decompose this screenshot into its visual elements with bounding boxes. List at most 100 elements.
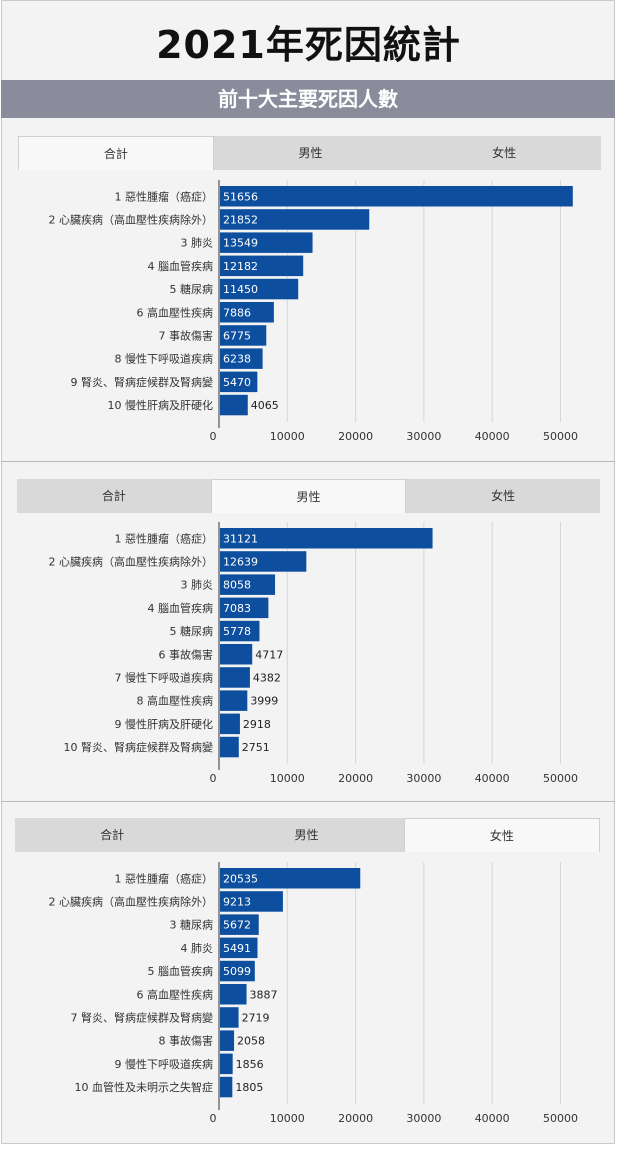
value-label: 5470 bbox=[223, 376, 251, 389]
bar bbox=[220, 394, 248, 416]
bar bbox=[220, 597, 269, 619]
bar bbox=[220, 371, 258, 393]
category-label: 5 糖尿病 bbox=[170, 624, 214, 638]
value-label: 11450 bbox=[223, 283, 258, 296]
value-label: 3999 bbox=[250, 695, 278, 708]
bar bbox=[220, 984, 247, 1005]
category-label: 8 事故傷害 bbox=[159, 1034, 214, 1048]
category-label: 5 糖尿病 bbox=[170, 282, 214, 296]
category-label: 4 腦血管疾病 bbox=[148, 601, 214, 615]
x-tick-label: 20000 bbox=[338, 1112, 373, 1125]
bar bbox=[220, 937, 258, 959]
tab-total[interactable]: 合計 bbox=[15, 818, 210, 852]
tab-total[interactable]: 合計 bbox=[17, 479, 211, 513]
category-label: 5 腦血管疾病 bbox=[148, 964, 214, 978]
value-label: 5491 bbox=[223, 942, 251, 955]
bar bbox=[220, 1007, 239, 1028]
x-tick-label: 10000 bbox=[270, 430, 305, 443]
value-label: 12639 bbox=[223, 555, 258, 568]
category-label: 7 腎炎、腎病症候群及腎病變 bbox=[71, 1010, 214, 1024]
value-label: 21852 bbox=[223, 213, 258, 226]
bar bbox=[220, 620, 260, 642]
bar bbox=[220, 325, 267, 346]
category-label: 9 腎炎、腎病症候群及腎病變 bbox=[71, 375, 214, 389]
section-banner: 前十大主要死因人數 bbox=[1, 80, 615, 118]
value-label: 51656 bbox=[223, 190, 258, 203]
value-label: 9213 bbox=[223, 895, 251, 908]
category-label: 6 高血壓性疾病 bbox=[137, 987, 214, 1001]
bar bbox=[220, 278, 299, 300]
value-label: 13549 bbox=[223, 237, 258, 250]
tab-male[interactable]: 男性 bbox=[213, 136, 408, 170]
category-label: 7 慢性下呼吸道疾病 bbox=[115, 670, 214, 684]
bar bbox=[220, 868, 361, 889]
bar bbox=[220, 736, 239, 758]
page-title: 2021年死因統計 bbox=[156, 23, 461, 67]
category-label: 10 腎炎、腎病症候群及腎病變 bbox=[64, 740, 214, 754]
value-label: 2058 bbox=[237, 1035, 265, 1048]
section-divider bbox=[1, 461, 615, 462]
tab-male[interactable]: 男性 bbox=[210, 479, 407, 513]
bar bbox=[220, 960, 255, 982]
value-label: 5099 bbox=[223, 965, 251, 978]
chart-male: 1 惡性腫瘤（癌症） 31121 2 心臟疾病（高血壓性疾病除外） 12639 3 肺炎… bbox=[49, 522, 578, 785]
bar bbox=[220, 667, 250, 688]
category-label: 4 肺炎 bbox=[181, 942, 214, 955]
bar bbox=[220, 1053, 233, 1075]
x-tick-label: 40000 bbox=[475, 430, 510, 443]
x-tick-label: 50000 bbox=[543, 430, 578, 443]
value-label: 31121 bbox=[223, 532, 258, 545]
category-label: 1 惡性腫瘤（癌症） bbox=[115, 531, 214, 545]
value-label: 2918 bbox=[243, 718, 271, 731]
section-divider bbox=[1, 801, 615, 802]
x-tick-label: 20000 bbox=[338, 772, 373, 785]
bar bbox=[220, 1030, 235, 1051]
bar bbox=[220, 528, 433, 549]
x-tick-label: 10000 bbox=[270, 1112, 305, 1125]
value-label: 2719 bbox=[242, 1011, 270, 1024]
category-label: 9 慢性肝病及肝硬化 bbox=[115, 717, 214, 731]
x-tick-label: 10000 bbox=[270, 772, 305, 785]
tab-female[interactable]: 女性 bbox=[407, 136, 602, 170]
category-label: 4 腦血管疾病 bbox=[148, 259, 214, 273]
x-tick-label: 0 bbox=[210, 772, 217, 785]
x-tick-label: 0 bbox=[210, 430, 217, 443]
category-label: 10 血管性及未明示之失智症 bbox=[75, 1080, 214, 1094]
bar bbox=[220, 690, 248, 711]
bar bbox=[220, 914, 259, 935]
bar bbox=[220, 348, 263, 369]
bar bbox=[220, 644, 253, 665]
category-label: 10 慢性肝病及肝硬化 bbox=[108, 398, 214, 412]
value-label: 4382 bbox=[253, 671, 281, 684]
tab-bar-total: 合計 男性 女性 bbox=[18, 136, 602, 170]
value-label: 7886 bbox=[223, 306, 251, 319]
x-tick-label: 50000 bbox=[543, 772, 578, 785]
value-label: 4065 bbox=[251, 399, 279, 412]
category-label: 2 心臟疾病（高血壓性疾病除外） bbox=[49, 212, 214, 226]
bar bbox=[220, 255, 304, 277]
bar bbox=[220, 232, 313, 253]
tab-bar-female: 合計 男性 女性 bbox=[15, 818, 600, 852]
x-tick-label: 30000 bbox=[406, 1112, 441, 1125]
tab-female[interactable]: 女性 bbox=[403, 818, 600, 852]
x-tick-label: 40000 bbox=[475, 1112, 510, 1125]
bar bbox=[220, 186, 573, 207]
tab-bar-male: 合計 男性 女性 bbox=[17, 479, 601, 513]
category-label: 9 慢性下呼吸道疾病 bbox=[115, 1057, 214, 1071]
x-tick-label: 20000 bbox=[338, 430, 373, 443]
x-tick-label: 50000 bbox=[543, 1112, 578, 1125]
bar bbox=[220, 574, 276, 595]
bar bbox=[220, 891, 283, 912]
category-label: 3 肺炎 bbox=[181, 579, 214, 592]
tab-total[interactable]: 合計 bbox=[18, 136, 214, 170]
category-label: 2 心臟疾病（高血壓性疾病除外） bbox=[49, 894, 214, 908]
value-label: 2751 bbox=[242, 741, 270, 754]
tab-male[interactable]: 男性 bbox=[209, 818, 404, 852]
category-label: 3 肺炎 bbox=[181, 237, 214, 250]
value-label: 12182 bbox=[223, 260, 258, 273]
value-label: 20535 bbox=[223, 872, 258, 885]
value-label: 7083 bbox=[223, 602, 251, 615]
tab-female[interactable]: 女性 bbox=[406, 479, 601, 513]
category-label: 1 惡性腫瘤（癌症） bbox=[115, 871, 214, 885]
x-tick-label: 30000 bbox=[406, 430, 441, 443]
